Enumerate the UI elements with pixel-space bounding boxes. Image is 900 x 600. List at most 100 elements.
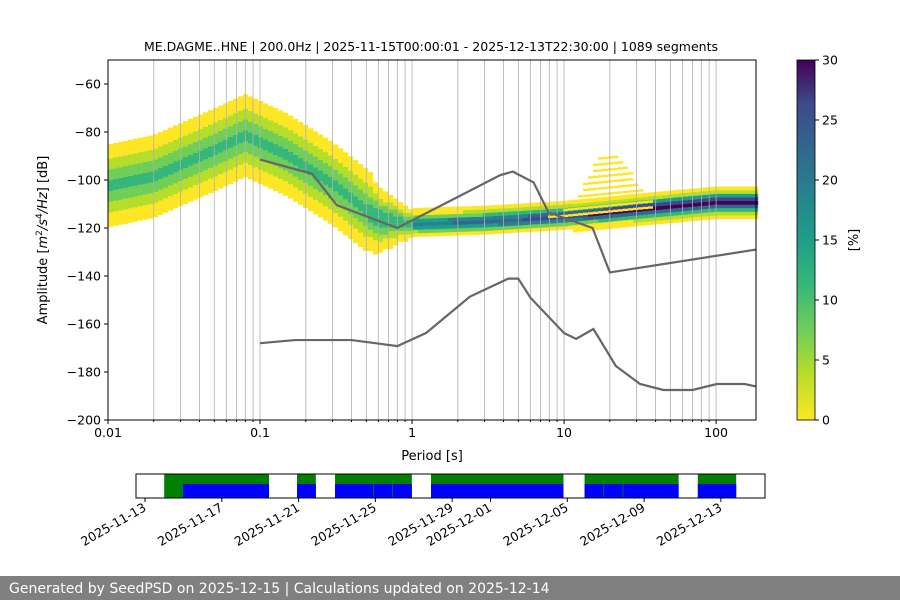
heatmap-cell (313, 203, 319, 208)
heatmap-cell (113, 204, 119, 208)
heatmap-cell (148, 171, 154, 176)
heatmap-cell (313, 174, 319, 179)
heatmap-cell (368, 182, 374, 187)
heatmap-cell (173, 125, 179, 130)
heatmap-cell (188, 147, 194, 152)
heatmap-cell (263, 161, 269, 165)
heatmap-cell (283, 166, 289, 171)
heatmap-cell (433, 210, 439, 215)
heatmap-cell (593, 226, 599, 231)
heatmap-cell (433, 218, 439, 222)
heatmap-cell (293, 165, 299, 170)
heatmap-cell (488, 226, 494, 231)
heatmap-cell (503, 229, 509, 234)
heatmap-cell (258, 137, 264, 141)
heatmap-cell (123, 144, 129, 149)
heatmap-cell (298, 132, 304, 137)
heatmap-cell (193, 174, 199, 179)
heatmap-cell (158, 196, 164, 201)
y-tick-label: −80 (75, 125, 101, 140)
heatmap-cell (423, 214, 429, 219)
heatmap-cell (153, 177, 159, 182)
heatmap-cell (628, 190, 634, 193)
heatmap-cell (618, 198, 624, 203)
heatmap-cell (583, 212, 589, 216)
heatmap-cell (598, 157, 604, 160)
heatmap-cell (613, 179, 619, 183)
heatmap-cell (518, 214, 524, 219)
heatmap-cell (488, 223, 494, 228)
heatmap-cell (133, 138, 139, 143)
heatmap-cell (283, 191, 289, 196)
heatmap-cell (613, 161, 619, 165)
date-tick-label: 2025-11-21 (232, 500, 302, 549)
heatmap-cell (343, 184, 349, 189)
heatmap-cell (553, 222, 559, 227)
heatmap-cell (233, 163, 239, 168)
footer-text: Generated by SeedPSD on 2025-12-15 | Cal… (0, 576, 900, 600)
heatmap-cell (348, 174, 354, 178)
heatmap-cell (233, 127, 239, 132)
heatmap-cell (118, 185, 124, 189)
heatmap-cell (183, 149, 189, 154)
heatmap-cell (118, 221, 124, 225)
heatmap-cell (323, 162, 329, 167)
heatmap-cell (588, 188, 594, 191)
heatmap-cell (148, 164, 154, 169)
psd-availability-bar (584, 484, 604, 498)
psd-heatmap (108, 94, 759, 255)
heatmap-cell (183, 164, 189, 169)
heatmap-cell (173, 143, 179, 148)
heatmap-cell (218, 119, 224, 124)
heatmap-cell (388, 220, 394, 224)
heatmap-cell (218, 116, 224, 121)
heatmap-cell (158, 149, 164, 154)
heatmap-cell (208, 153, 214, 158)
heatmap-cell (238, 164, 244, 169)
heatmap-cell (733, 186, 739, 191)
heatmap-cell (263, 153, 269, 158)
heatmap-cell (523, 203, 529, 208)
heatmap-cell (113, 178, 119, 183)
heatmap-cell (298, 136, 304, 141)
heatmap-cell (433, 228, 439, 233)
heatmap-cell (388, 238, 394, 242)
heatmap-cell (748, 190, 754, 194)
heatmap-cell (708, 208, 714, 213)
heatmap-cell (658, 195, 664, 199)
heatmap-cell (363, 243, 369, 248)
heatmap-cell (253, 160, 259, 164)
heatmap-cell (693, 209, 699, 214)
heatmap-cell (138, 166, 144, 171)
psd-availability-bar (335, 484, 374, 498)
colorbar-label: [%] (847, 229, 862, 252)
heatmap-cell (363, 175, 369, 179)
heatmap-cell (348, 206, 354, 211)
heatmap-cell (583, 202, 589, 207)
heatmap-cell (478, 213, 484, 217)
heatmap-cell (628, 196, 634, 199)
date-tick-label: 2025-12-13 (654, 500, 724, 549)
heatmap-cell (213, 161, 219, 166)
heatmap-cell (258, 115, 264, 120)
heatmap-cell (193, 185, 199, 189)
heatmap-cell (368, 193, 374, 198)
heatmap-cell (358, 236, 364, 240)
heatmap-cell (613, 220, 619, 225)
psd-availability-bar (431, 484, 564, 498)
heatmap-cell (328, 216, 334, 221)
heatmap-cell (703, 205, 709, 210)
heatmap-cell (628, 205, 634, 209)
heatmap-cell (678, 189, 684, 194)
y-tick-label: −180 (67, 365, 101, 380)
heatmap-cell (608, 207, 614, 211)
heatmap-cell (333, 173, 339, 177)
heatmap-cell (233, 138, 239, 143)
heatmap-cell (223, 124, 229, 129)
heatmap-cell (343, 152, 349, 157)
heatmap-cell (118, 156, 124, 161)
heatmap-cell (573, 221, 579, 226)
heatmap-cell (138, 213, 144, 218)
heatmap-cell (278, 146, 284, 151)
heatmap-cell (333, 151, 339, 156)
